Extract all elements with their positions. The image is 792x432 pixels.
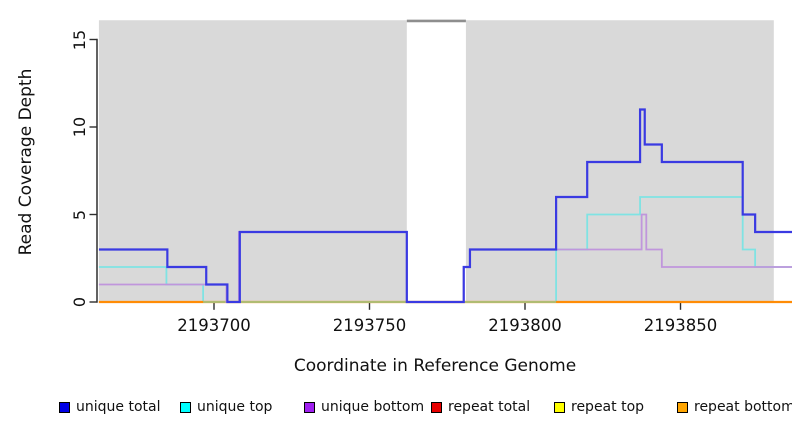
x-tick-label: 2193750 — [332, 316, 407, 335]
legend-label-unique-bottom: unique bottom — [321, 399, 425, 415]
y-tick-label: 0 — [69, 296, 89, 308]
legend-swatch-repeat-bottom — [677, 402, 688, 413]
x-axis-title: Coordinate in Reference Genome — [293, 356, 577, 376]
legend-swatch-unique-bottom — [304, 402, 315, 413]
unique-total-line — [98, 108, 792, 304]
y-tick-label: 15 — [69, 29, 89, 50]
y-axis-title: Read Coverage Depth — [16, 68, 36, 256]
shaded-region-left — [98, 20, 407, 302]
x-tick-label: 2193700 — [177, 316, 251, 335]
legend-label-repeat-top: repeat top — [571, 399, 645, 415]
legend-swatch-unique-total — [59, 402, 70, 413]
legend-swatch-repeat-total — [431, 402, 442, 413]
legend-label-repeat-bottom: repeat bottom — [694, 399, 792, 415]
legend-label-repeat-total: repeat total — [448, 399, 531, 415]
legend-swatch-unique-top — [180, 402, 191, 413]
y-tick-label: 10 — [69, 116, 89, 138]
x-tick-label: 2193850 — [643, 316, 718, 335]
x-tick-label: 2193800 — [488, 316, 562, 335]
legend-swatch-repeat-top — [554, 402, 565, 413]
legend-label-unique-total: unique total — [76, 399, 161, 415]
legend-label-unique-top: unique top — [197, 399, 273, 415]
y-tick-label: 5 — [69, 209, 89, 220]
gap-top-bar — [406, 19, 466, 23]
